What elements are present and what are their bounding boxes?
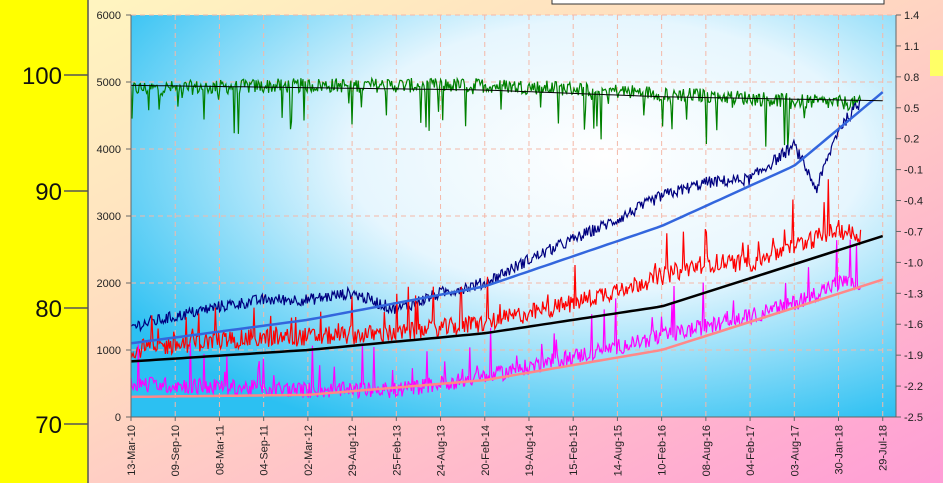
right-tick-label: 0.2: [904, 134, 919, 146]
x-tick-label: 25-Feb-13: [391, 425, 403, 476]
left-tick-label: 4000: [97, 144, 121, 156]
right-tick-label: -0.7: [904, 226, 923, 238]
right-tick-label: 0.8: [904, 72, 919, 84]
x-tick-label: 10-Feb-16: [657, 425, 669, 476]
outer-left-tick-label: 80: [35, 296, 62, 323]
x-tick-label: 08-Aug-16: [701, 425, 713, 476]
x-tick-label: 09-Sep-10: [170, 425, 182, 476]
x-tick-label: 04-Feb-17: [745, 425, 757, 476]
right-tick-label: -1.3: [904, 288, 923, 300]
legend-box-fragment: [551, 0, 885, 5]
right-axis-ticks: 1.4 1.1 0.8 0.5 0.2 -0.1 -0.4 -0.7 -1.0 -1.3 -1.6 -…: [896, 10, 923, 424]
right-tick-label: -2.2: [904, 381, 923, 393]
series-layer: [130, 76, 884, 400]
x-tick-label: 15-Feb-15: [568, 425, 580, 476]
outer-left-tick-label: 100: [22, 63, 62, 90]
x-tick-label: 19-Aug-14: [524, 425, 536, 476]
left-tick-label: 1000: [97, 345, 121, 357]
x-tick-label: 13-Mar-10: [126, 425, 138, 476]
x-tick-label: 30-Jan-18: [834, 425, 846, 475]
x-tick-label: 24-Aug-13: [436, 425, 448, 476]
left-tick-label: 5000: [97, 77, 121, 89]
left-axis-ticks: 0 1000 2000 3000 4000 5000 6000: [97, 10, 131, 424]
left-tick-label: 3000: [97, 211, 121, 223]
right-tick-label: -1.9: [904, 350, 923, 362]
left-tick-label: 6000: [97, 10, 121, 22]
x-tick-label: 02-Mar-12: [303, 425, 315, 476]
x-tick-label: 04-Sep-11: [259, 425, 271, 476]
right-tick-label: -1.0: [904, 257, 923, 269]
left-tick-label: 2000: [97, 278, 121, 290]
series-line-3: [130, 239, 862, 400]
right-tick-label: 1.4: [904, 10, 919, 22]
right-yellow-tab: [930, 50, 943, 76]
right-tick-label: -1.6: [904, 319, 923, 331]
x-tick-label: 14-Aug-15: [612, 425, 624, 476]
right-tick-label: 0.5: [904, 103, 919, 115]
right-tick-label: -0.4: [904, 196, 923, 208]
outer-left-tick-label: 90: [35, 179, 62, 206]
right-tick-label: -2.5: [904, 412, 923, 424]
x-tick-label: 20-Feb-14: [480, 425, 492, 476]
trend-line-6: [130, 278, 884, 399]
x-axis-ticks: 13-Mar-10 09-Sep-10 08-Mar-11 04-Sep-11 02-M…: [126, 417, 890, 476]
series-line-0: [130, 76, 862, 150]
trend-line-4: [130, 234, 884, 363]
outer-left-tick-label: 70: [35, 412, 62, 439]
x-tick-label: 29-Aug-12: [347, 425, 359, 476]
left-yellow-strip: [0, 0, 88, 483]
trend-line-5: [130, 91, 884, 345]
trend-line-7: [131, 84, 883, 102]
series-line-2: [130, 179, 862, 359]
left-tick-label: 0: [115, 412, 121, 424]
right-tick-label: -0.1: [904, 165, 923, 177]
x-tick-label: 08-Mar-11: [214, 425, 226, 475]
outer-left-axis-ticks: 70 80 90 100: [22, 0, 89, 483]
right-tick-label: 1.1: [904, 41, 919, 53]
x-tick-label: 29-Jul-18: [878, 425, 890, 471]
x-tick-label: 03-Aug-17: [789, 425, 801, 476]
